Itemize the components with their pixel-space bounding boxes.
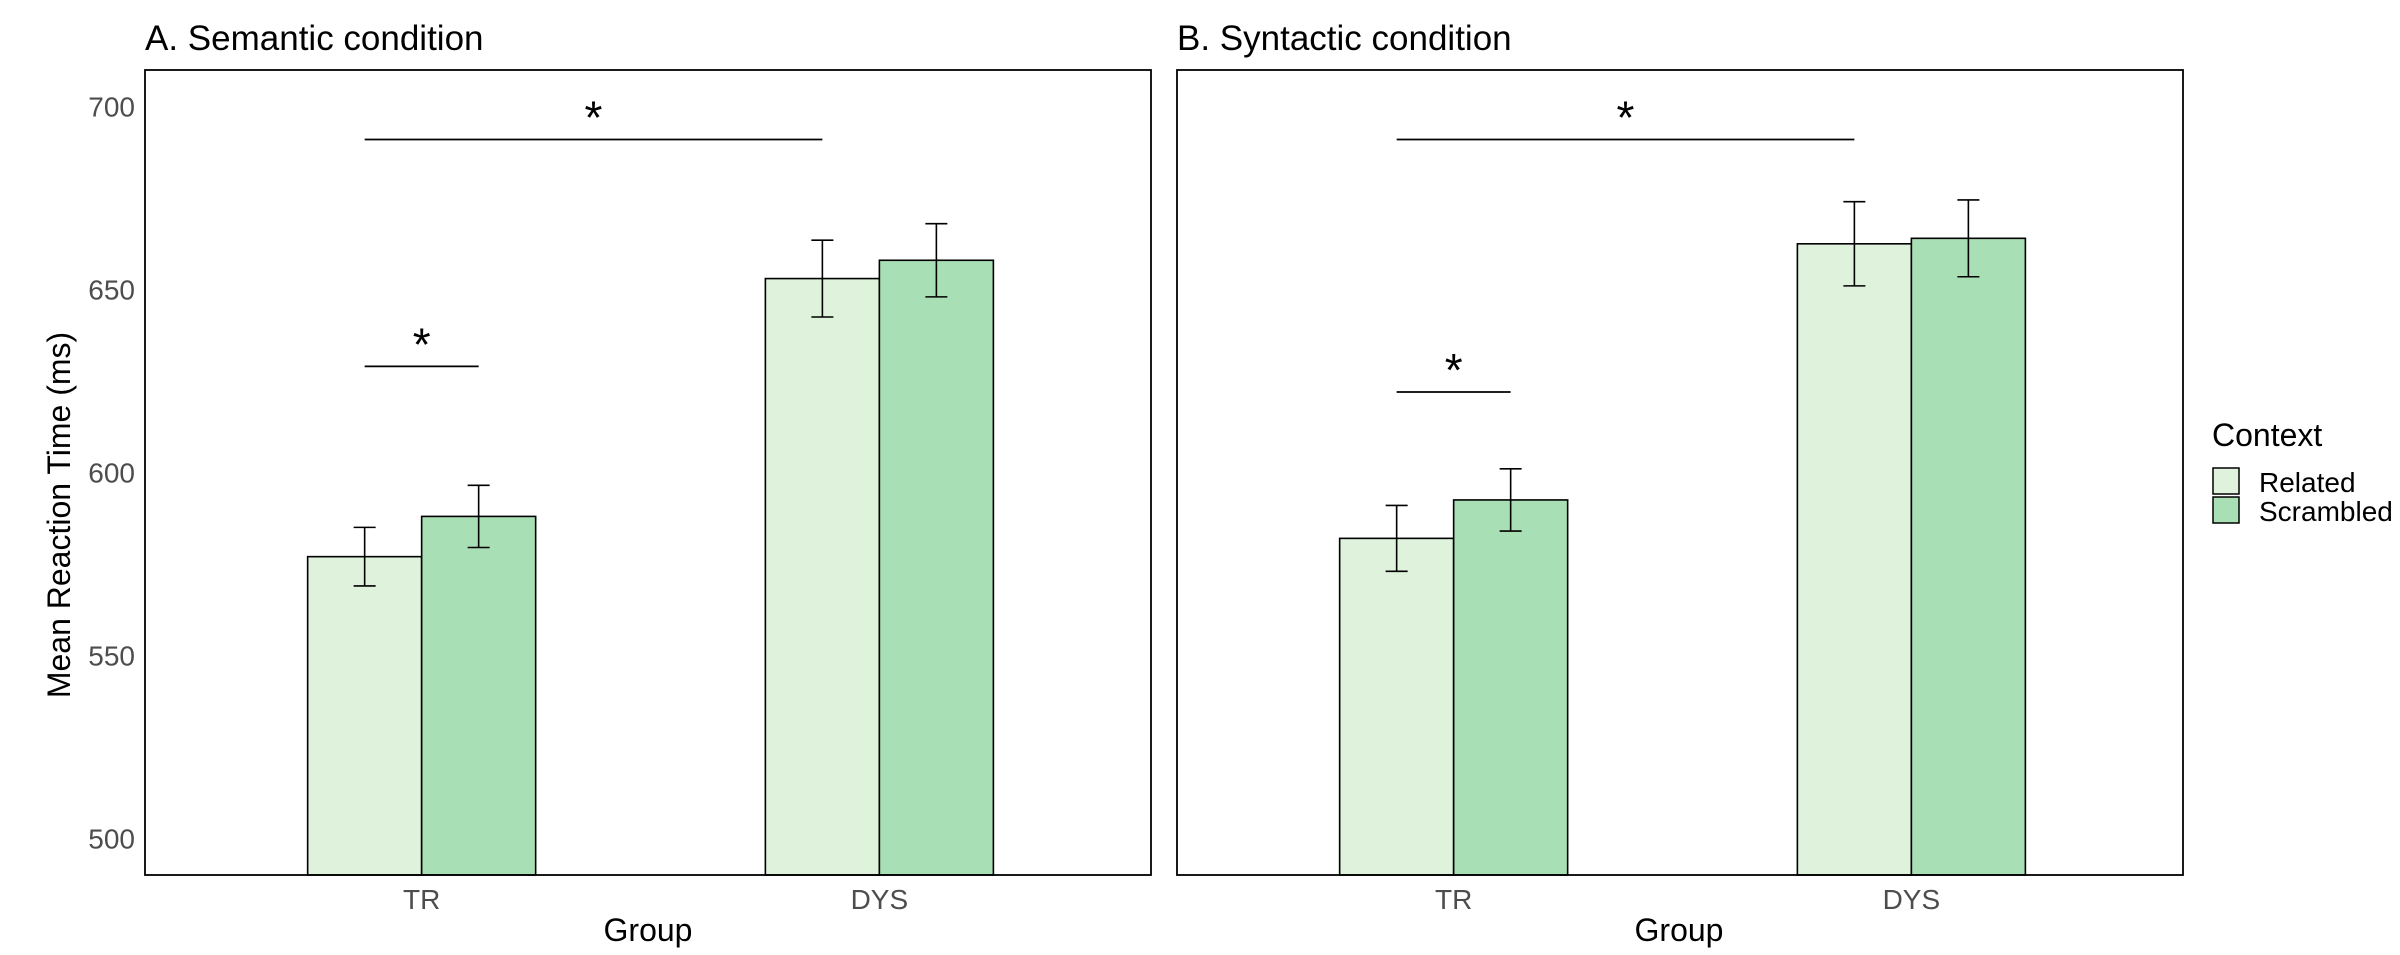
bar-dys-related [764, 277, 881, 876]
panel-title: A. Semantic condition [145, 19, 484, 58]
y-tick-label: 650 [88, 275, 135, 306]
legend-label-related: Related [2259, 467, 2356, 498]
x-tick-label: TR [403, 884, 440, 915]
legend: Context Related Scrambled [2212, 417, 2393, 527]
y-tick-label: 500 [88, 823, 135, 854]
y-axis-title: Mean Reaction Time (ms) [41, 332, 77, 698]
significance-label: * [585, 92, 603, 144]
y-tick-label: 550 [88, 640, 135, 671]
bar-tr-scrambled [1452, 499, 1569, 876]
bar-tr-related [306, 555, 423, 876]
x-axis-title: Group [1635, 912, 1724, 948]
x-tick-label: DYS [851, 884, 909, 915]
x-axis-title: Group [604, 912, 693, 948]
x-tick-label: DYS [1883, 884, 1941, 915]
panel-semantic: A. Semantic condition Group * * 500 550 600 6… [88, 19, 1152, 948]
bar-tr-scrambled [420, 515, 537, 876]
significance-label: * [413, 318, 431, 370]
legend-label-scrambled: Scrambled [2259, 496, 2393, 527]
panel-syntactic: B. Syntactic condition Group * * TR DYS [1176, 19, 2184, 948]
panel-border [1176, 69, 2184, 876]
x-tick-label: TR [1435, 884, 1472, 915]
significance-label: * [1445, 344, 1463, 396]
bar-dys-related [1796, 243, 1913, 876]
bar-dys-scrambled [1910, 237, 2027, 876]
y-tick-label: 700 [88, 92, 135, 123]
panel-title: B. Syntactic condition [1177, 19, 1512, 58]
panel-border [144, 69, 1152, 876]
bar-dys-scrambled [878, 259, 995, 876]
legend-swatch-scrambled [2212, 496, 2240, 524]
bar-tr-related [1338, 537, 1455, 876]
y-tick-label: 600 [88, 458, 135, 489]
legend-swatch-related [2212, 467, 2240, 495]
significance-label: * [1617, 92, 1635, 144]
legend-title: Context [2212, 417, 2322, 453]
